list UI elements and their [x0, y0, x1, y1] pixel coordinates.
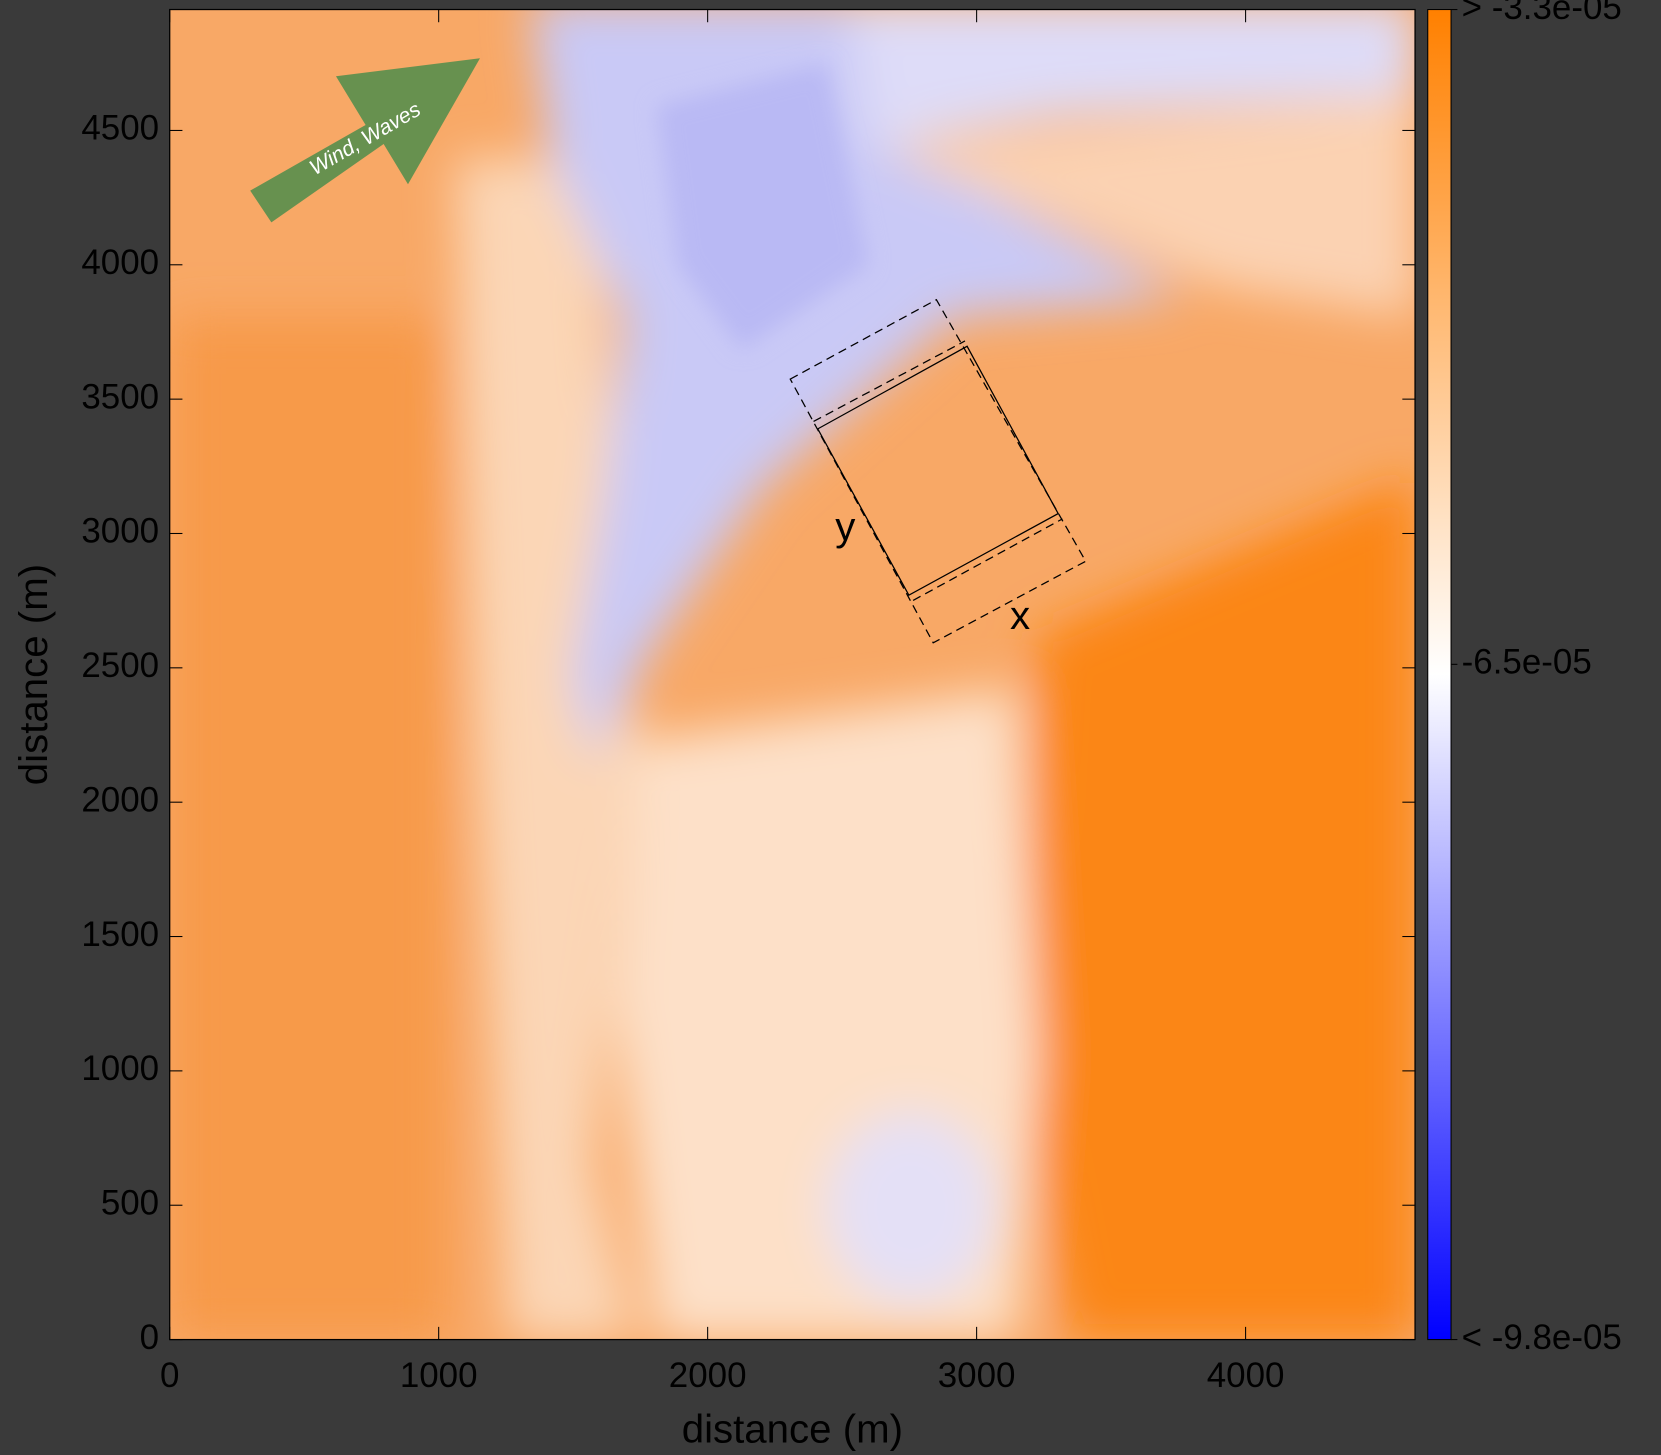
y-tick-label: 500 [101, 1183, 159, 1222]
y-tick-label: 0 [140, 1318, 159, 1357]
colorbar-tick-label: > -3.3e-05 [1462, 0, 1622, 27]
x-axis-label: distance (m) [682, 1406, 903, 1451]
y-tick-label: 2000 [81, 780, 159, 819]
annotation: x [1010, 593, 1030, 638]
plot-frame [169, 8, 1416, 1341]
y-tick-label: 1500 [81, 915, 159, 954]
x-tick-label: 3000 [938, 1356, 1016, 1395]
y-tick-label: 2500 [81, 646, 159, 685]
y-tick-label: 1000 [81, 1049, 159, 1088]
y-axis-label: distance (m) [11, 564, 56, 785]
x-tick-label: 2000 [669, 1356, 747, 1395]
x-tick-label: 0 [160, 1356, 179, 1395]
y-tick-label: 3500 [81, 377, 159, 416]
y-tick-label: 4000 [81, 243, 159, 282]
colorbar-tick-label: < -9.8e-05 [1462, 1318, 1622, 1357]
colorbar [1427, 9, 1452, 1341]
annotation: y [835, 504, 856, 549]
heatmap-field [169, 9, 1416, 1340]
x-tick-label: 4000 [1207, 1356, 1285, 1395]
x-tick-label: 1000 [400, 1356, 478, 1395]
y-tick-label: 4500 [81, 109, 159, 148]
y-tick-label: 3000 [81, 512, 159, 551]
colorbar-tick-label: -6.5e-05 [1462, 643, 1592, 682]
region-boxes [789, 298, 1087, 644]
